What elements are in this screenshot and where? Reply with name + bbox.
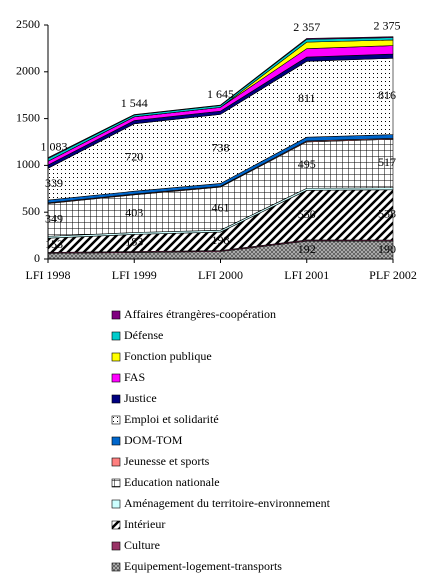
legend-swatch [111, 394, 121, 404]
data-label: 738 [212, 141, 230, 155]
legend-label: Affaires étrangères-coopération [124, 307, 276, 321]
legend-swatch [111, 373, 121, 383]
x-tick-label: LFI 1998 [26, 268, 71, 282]
data-label: 198 [212, 233, 230, 247]
data-label: 153 [45, 237, 63, 251]
legend-label: DOM-TOM [124, 433, 183, 447]
data-label: 538 [378, 207, 396, 221]
x-tick-label: LFI 2001 [284, 268, 329, 282]
data-label: 517 [378, 155, 396, 169]
data-label: 530 [298, 207, 316, 221]
total-label: 1 645 [207, 87, 234, 101]
legend-label: Défense [124, 328, 163, 342]
y-tick-label: 2500 [16, 17, 40, 31]
legend-label: Aménagement du territoire-environnement [124, 496, 331, 510]
y-tick-label: 1500 [16, 110, 40, 124]
legend-label: Equipement-logement-transports [124, 559, 282, 573]
legend-swatch [111, 436, 121, 446]
data-label: 495 [298, 157, 316, 171]
y-tick-label: 1000 [16, 157, 40, 171]
legend-swatch [111, 562, 121, 572]
data-label: 811 [298, 91, 316, 105]
total-label: 2 375 [374, 18, 401, 32]
data-label: 720 [125, 149, 143, 163]
legend-swatch [111, 352, 121, 362]
data-label: 461 [212, 200, 230, 214]
legend-label: Jeunesse et sports [124, 454, 210, 468]
data-label: 183 [125, 235, 143, 249]
legend-label: Emploi et solidarité [124, 412, 219, 426]
legend-label: Intérieur [124, 517, 165, 531]
data-label: 349 [45, 212, 63, 226]
y-tick-label: 500 [22, 204, 40, 218]
x-tick-label: PLF 2002 [369, 268, 417, 282]
legend-swatch [111, 541, 121, 551]
legend-label: FAS [124, 370, 145, 384]
data-label: 403 [125, 205, 143, 219]
legend-label: Fonction publique [124, 349, 212, 363]
data-label: 816 [378, 88, 396, 102]
x-tick-label: LFI 1999 [112, 268, 157, 282]
total-label: 1 544 [121, 96, 148, 110]
legend-label: Culture [124, 538, 160, 552]
legend-swatch [111, 310, 121, 320]
legend-swatch [111, 520, 121, 530]
legend-swatch [111, 457, 121, 467]
legend-swatch [111, 478, 121, 488]
legend-swatch [111, 499, 121, 509]
legend-swatch [111, 415, 121, 425]
data-label: 190 [378, 242, 396, 256]
total-label: 2 357 [293, 20, 320, 34]
legend-swatch [111, 331, 121, 341]
legend-label: Education nationale [124, 475, 220, 489]
data-label: 339 [45, 176, 63, 190]
y-tick-label: 2000 [16, 64, 40, 78]
y-tick-label: 0 [34, 251, 40, 265]
total-label: 1 083 [41, 139, 68, 153]
legend-label: Justice [124, 391, 157, 405]
x-tick-label: LFI 2000 [198, 268, 243, 282]
area [47, 36, 394, 159]
data-label: 192 [298, 242, 316, 256]
